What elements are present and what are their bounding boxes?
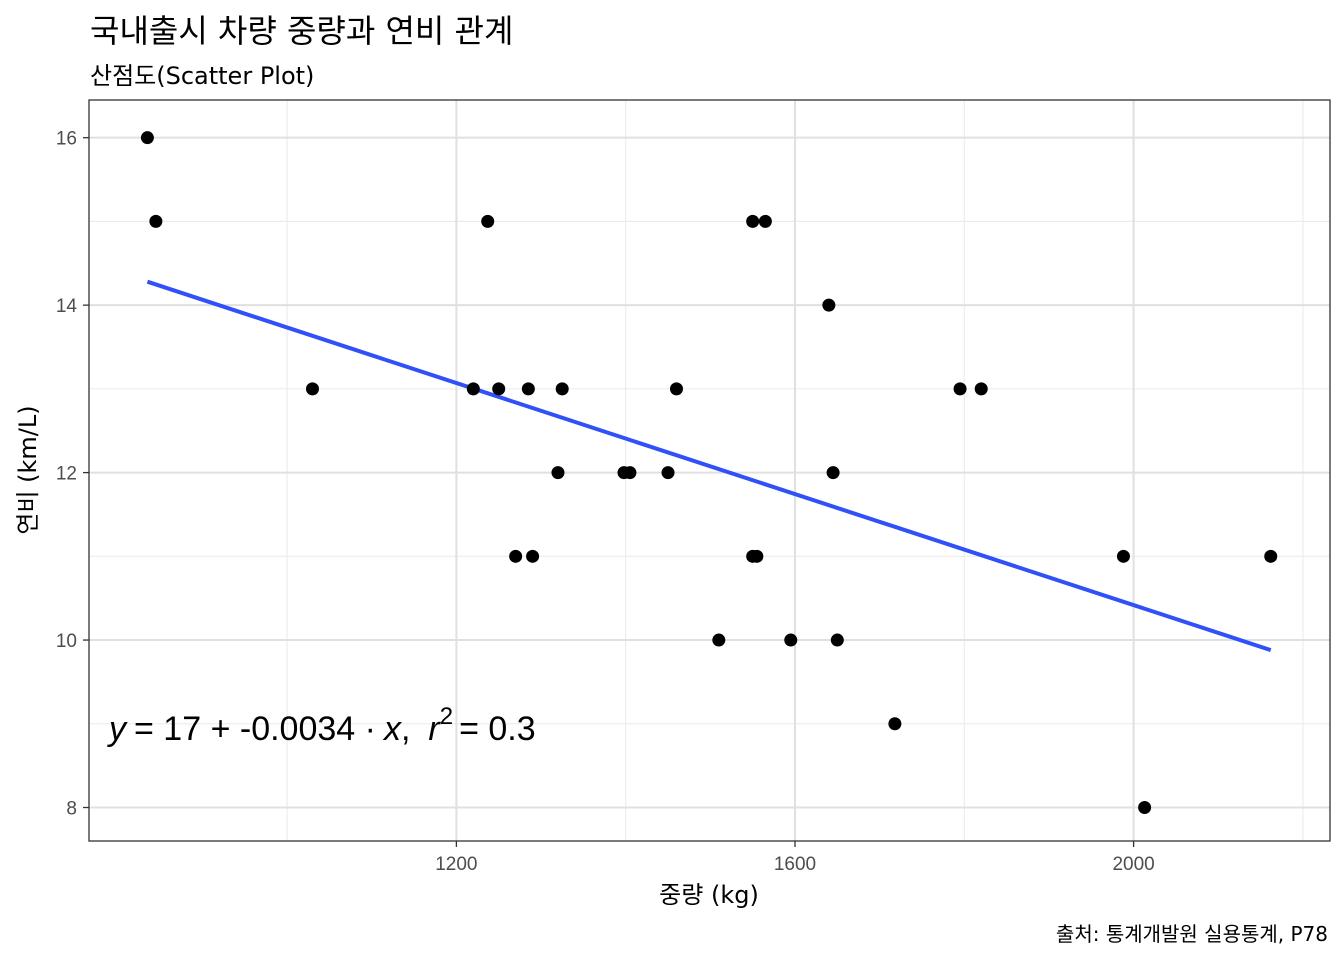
- data-point: [974, 382, 988, 396]
- y-axis: 8 10 12 14 16: [56, 129, 89, 820]
- chart-subtitle: 산점도(Scatter Plot): [90, 62, 315, 90]
- data-point: [953, 382, 967, 396]
- data-point: [758, 214, 772, 228]
- annotation-superscript: 2: [440, 703, 453, 730]
- data-point: [1264, 549, 1278, 563]
- data-point: [466, 382, 480, 396]
- points-layer: [140, 131, 1278, 815]
- x-axis-title: 중량 (kg): [659, 881, 759, 909]
- data-point: [830, 633, 844, 647]
- regression-annotation: y = 17 + -0.0034 · x, r2 = 0.3: [107, 703, 536, 748]
- annotation-r-value: = 0.3: [459, 710, 536, 748]
- data-point: [509, 549, 523, 563]
- annotation-equation: = 17 + -0.0034 ·: [134, 710, 376, 748]
- y-tick-label: 8: [66, 799, 77, 820]
- x-tick-label: 1600: [774, 854, 816, 875]
- y-axis-title: 연비 (km/L): [14, 405, 42, 534]
- fit-layer: [146, 279, 1272, 652]
- plot-border: [88, 99, 1331, 842]
- annotation-y: y: [107, 710, 128, 748]
- data-point: [712, 633, 726, 647]
- data-point: [149, 214, 163, 228]
- regression-line: [146, 279, 1272, 652]
- data-point: [481, 214, 495, 228]
- annotation-comma: ,: [401, 710, 410, 748]
- data-point: [492, 382, 506, 396]
- y-tick-label: 14: [56, 296, 78, 317]
- x-tick-label: 1200: [435, 854, 477, 875]
- caption: 출처: 통계개발원 실용통계, P78: [1055, 922, 1328, 946]
- major-grid: [89, 100, 1330, 841]
- plot-panel: [89, 100, 1330, 841]
- y-tick-label: 16: [56, 129, 77, 150]
- data-point: [661, 466, 675, 480]
- annotation-r: r: [428, 710, 441, 748]
- data-point: [784, 633, 798, 647]
- data-point: [888, 717, 902, 731]
- data-point: [526, 549, 540, 563]
- data-point: [551, 466, 565, 480]
- data-point: [140, 131, 154, 145]
- data-point: [1116, 549, 1130, 563]
- data-point: [305, 382, 319, 396]
- data-point: [746, 214, 760, 228]
- chart-title: 국내출시 차량 중량과 연비 관계: [90, 12, 514, 50]
- y-tick-label: 12: [56, 464, 77, 485]
- data-point: [669, 382, 683, 396]
- annotation-x: x: [382, 710, 402, 748]
- x-axis: 1200 1600 2000: [435, 841, 1155, 875]
- data-point: [521, 382, 535, 396]
- x-tick-label: 2000: [1112, 854, 1154, 875]
- y-tick-label: 10: [56, 631, 77, 652]
- data-point: [750, 549, 764, 563]
- data-point: [1138, 801, 1152, 815]
- data-point: [826, 466, 840, 480]
- data-point: [623, 466, 637, 480]
- data-point: [555, 382, 569, 396]
- data-point: [822, 298, 836, 312]
